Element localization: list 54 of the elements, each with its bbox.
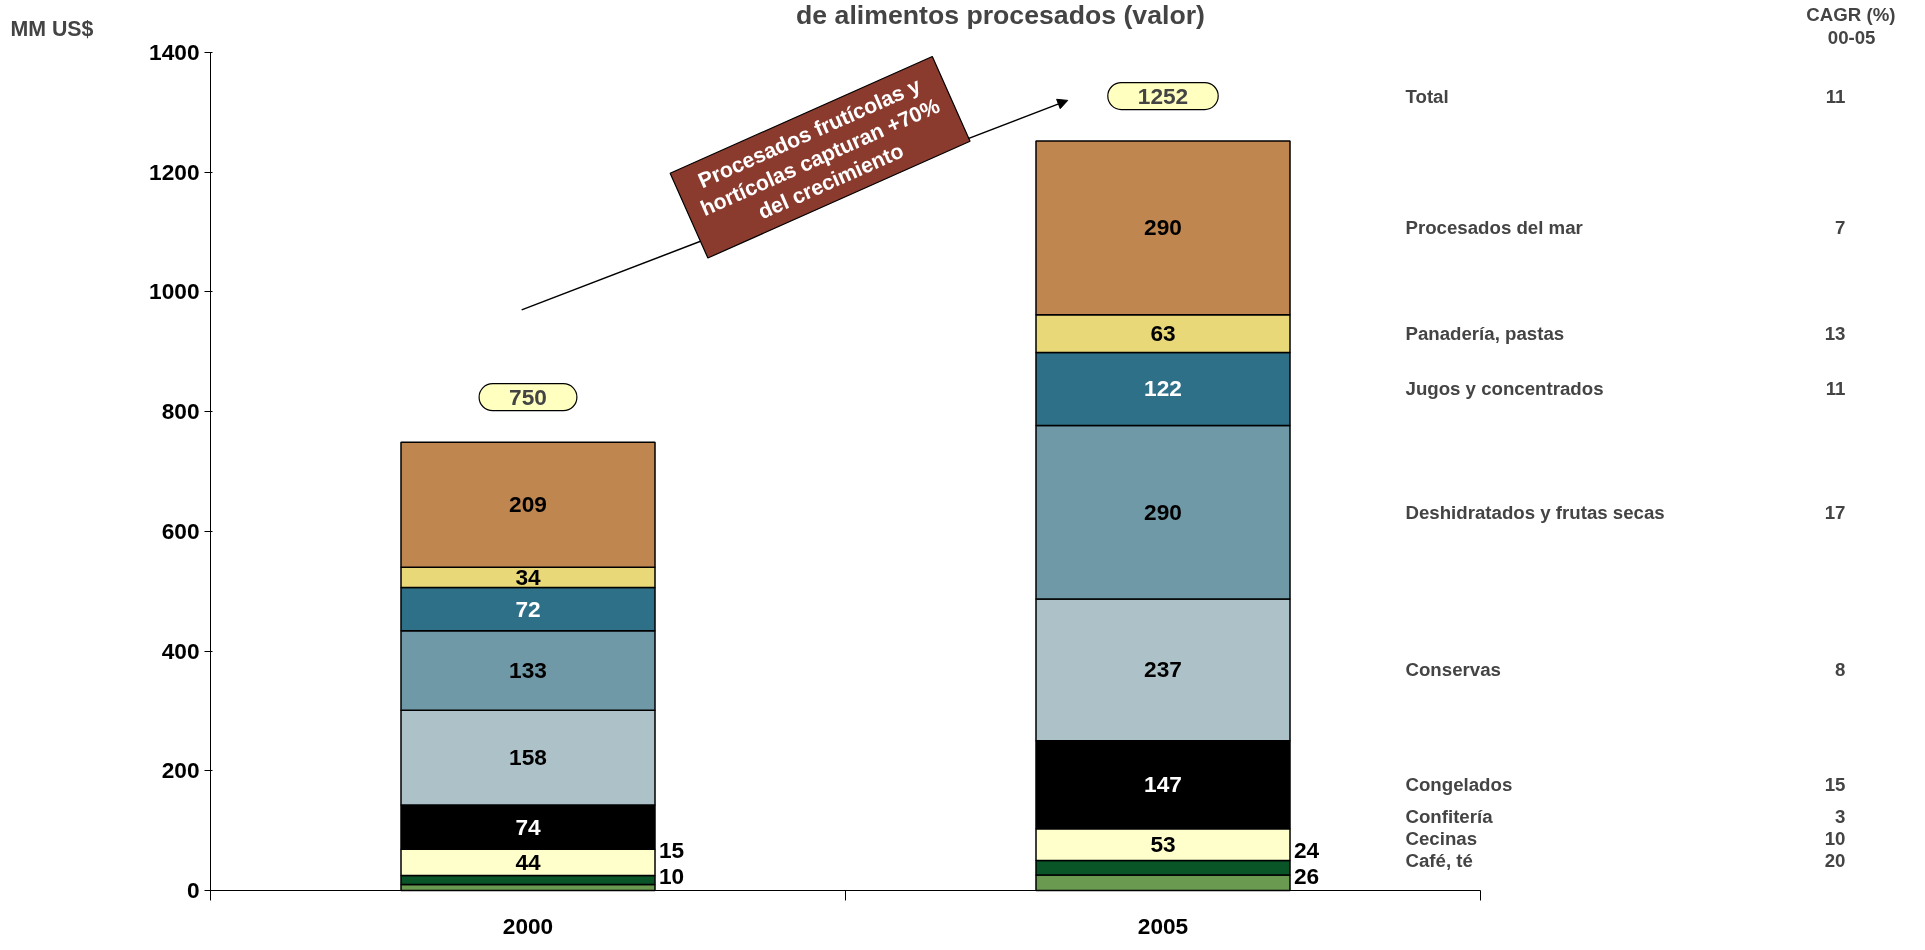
data-label: 24	[1294, 837, 1320, 863]
text: 15	[1824, 774, 1846, 796]
x-tick-label: 2000	[502, 912, 554, 939]
text: 13	[1824, 323, 1846, 345]
data-label: 122	[1144, 375, 1182, 402]
y-tick-label: 1000	[149, 278, 200, 305]
text: Congelados	[1405, 774, 1513, 796]
text: Deshidratados y frutas secas	[1405, 501, 1665, 523]
data-label: 133	[509, 657, 547, 684]
chart-title: de alimentos procesados (valor)	[796, 0, 1205, 30]
text: CAGR (%)	[1806, 3, 1896, 25]
data-label: 53	[1150, 831, 1176, 858]
text: 20	[1824, 850, 1846, 871]
x-tick-label: 2005	[1137, 912, 1189, 939]
data-label: 209	[509, 491, 547, 518]
data-label: 147	[1144, 771, 1182, 798]
text: Conservas	[1405, 659, 1501, 681]
data-label: 74	[515, 813, 541, 840]
total-label: 1252	[1137, 82, 1189, 109]
data-label: 290	[1144, 214, 1182, 241]
data-label: 72	[515, 595, 541, 622]
text: 3	[1835, 806, 1846, 827]
total-label: 750	[509, 383, 547, 410]
data-label: 10	[659, 863, 685, 889]
text: Procesados del mar	[1405, 217, 1583, 239]
text: 7	[1835, 217, 1846, 239]
data-label: 237	[1144, 656, 1182, 683]
data-label: 44	[515, 848, 541, 875]
data-label: 26	[1294, 863, 1320, 889]
text: Cecinas	[1405, 828, 1478, 849]
text: 10	[1824, 828, 1846, 849]
text: Jugos y concentrados	[1405, 378, 1604, 400]
y-tick-label: 1400	[149, 39, 200, 65]
y-tick-label: 600	[161, 517, 200, 544]
data-label: 63	[1150, 320, 1176, 347]
data-label: 158	[509, 744, 547, 771]
y-tick-label: 1200	[149, 158, 200, 185]
y-tick-label: 0	[186, 877, 200, 903]
text: 11	[1825, 378, 1846, 400]
text: 8	[1835, 659, 1846, 681]
text: Confitería	[1405, 806, 1494, 827]
y-tick-label: 800	[161, 398, 200, 425]
data-label: 34	[515, 563, 541, 590]
y-tick-label: 200	[161, 757, 200, 784]
text: 00-05	[1827, 26, 1876, 48]
text: 17	[1824, 501, 1846, 523]
annotation: Total	[1405, 85, 1449, 107]
text: Café, té	[1405, 850, 1473, 871]
data-label: 15	[659, 837, 685, 863]
y-tick-label: 400	[161, 637, 200, 664]
y-axis-title: MM US$	[10, 16, 94, 41]
data-label: 290	[1144, 498, 1182, 525]
text: 11	[1825, 85, 1846, 107]
text: Panadería, pastas	[1405, 323, 1565, 345]
